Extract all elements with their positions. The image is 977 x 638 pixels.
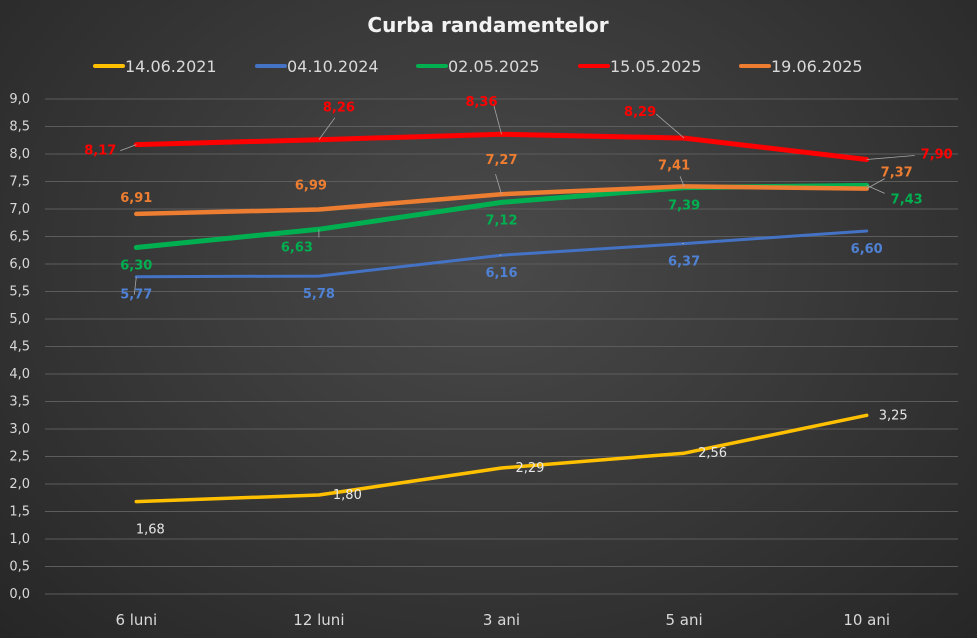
x-tick-label: 12 luni (293, 611, 344, 629)
data-label: 5,78 (303, 287, 335, 302)
y-tick-label: 0,0 (9, 587, 30, 602)
y-axis: 0,0 0,5 1,0 1,5 2,0 2,5 3,0 3,5 4,0 4,5 5,0 5,5 6,0 6… (9, 92, 30, 602)
y-tick-label: 5,5 (9, 285, 30, 300)
gridlines (45, 98, 958, 595)
legend-label: 19.06.2025 (771, 57, 863, 76)
data-label: 1,80 (333, 488, 362, 503)
series-line (134, 413, 869, 504)
y-tick-label: 8,5 (9, 120, 30, 135)
data-label: 8,36 (465, 95, 497, 110)
y-tick-label: 4,0 (9, 367, 30, 382)
series-lines (133, 131, 870, 504)
y-tick-label: 4,5 (9, 340, 30, 355)
data-label: 2,29 (516, 461, 545, 476)
data-label: 6,16 (485, 266, 517, 281)
y-tick-label: 3,0 (9, 422, 30, 437)
data-label: 7,12 (485, 213, 517, 228)
data-label: 6,63 (281, 240, 313, 255)
data-label: 5,77 (120, 288, 152, 303)
legend-label: 15.05.2025 (610, 57, 702, 76)
leader-line (866, 178, 885, 189)
y-tick-label: 2,5 (9, 450, 30, 465)
leader-line (679, 176, 685, 187)
data-label: 7,39 (668, 199, 700, 214)
data-label: 7,41 (658, 158, 690, 173)
x-tick-label: 5 ani (666, 611, 703, 629)
leader-line (495, 174, 502, 195)
data-label: 6,30 (120, 259, 152, 274)
data-label: 6,60 (851, 242, 883, 257)
x-tick-label: 6 luni (115, 611, 157, 629)
legend-label: 02.05.2025 (448, 57, 540, 76)
data-labels: 1,68 1,80 2,29 2,56 3,25 5,77 5,78 6,16 6,37 6,60… (84, 95, 952, 537)
data-label: 8,17 (84, 144, 116, 159)
y-tick-label: 7,0 (9, 202, 30, 217)
y-tick-label: 9,0 (9, 92, 30, 107)
data-label: 6,37 (668, 255, 700, 270)
x-tick-label: 3 ani (483, 611, 520, 629)
y-tick-label: 3,5 (9, 395, 30, 410)
data-label: 3,25 (879, 408, 908, 423)
y-tick-label: 2,0 (9, 477, 30, 492)
data-label: 7,37 (881, 166, 913, 181)
y-tick-label: 6,0 (9, 257, 30, 272)
data-label: 6,91 (120, 191, 152, 206)
data-label: 8,29 (624, 105, 656, 120)
leader-line (133, 276, 137, 295)
leader-line (493, 104, 502, 135)
y-tick-label: 0,5 (9, 560, 30, 575)
leader-line (866, 155, 915, 160)
y-tick-label: 6,5 (9, 230, 30, 245)
legend: 14.06.2021 04.10.2024 02.05.2025 15.05.2025… (93, 57, 863, 76)
leader-line (866, 184, 885, 194)
y-tick-label: 8,0 (9, 147, 30, 162)
data-label: 1,68 (136, 523, 165, 538)
y-tick-label: 1,0 (9, 532, 30, 547)
data-label: 2,56 (698, 446, 727, 461)
legend-label: 04.10.2024 (287, 57, 379, 76)
y-tick-label: 7,5 (9, 175, 30, 190)
series-line (134, 184, 869, 217)
leader-line (318, 117, 336, 140)
chart-title: Curba randamentelor (367, 13, 608, 37)
data-label: 7,43 (891, 192, 923, 207)
y-tick-label: 1,5 (9, 505, 30, 520)
y-tick-label: 5,0 (9, 312, 30, 327)
x-tick-label: 10 ani (843, 611, 890, 629)
data-label: 7,27 (485, 153, 517, 168)
data-label: 6,99 (295, 179, 327, 194)
data-label: 7,90 (921, 148, 953, 163)
leader-line (655, 113, 685, 139)
x-axis: 6 luni 12 luni 3 ani 5 ani 10 ani (115, 611, 890, 629)
data-label: 8,26 (323, 101, 355, 116)
leader-line (120, 144, 137, 152)
legend-label: 14.06.2021 (125, 57, 217, 76)
